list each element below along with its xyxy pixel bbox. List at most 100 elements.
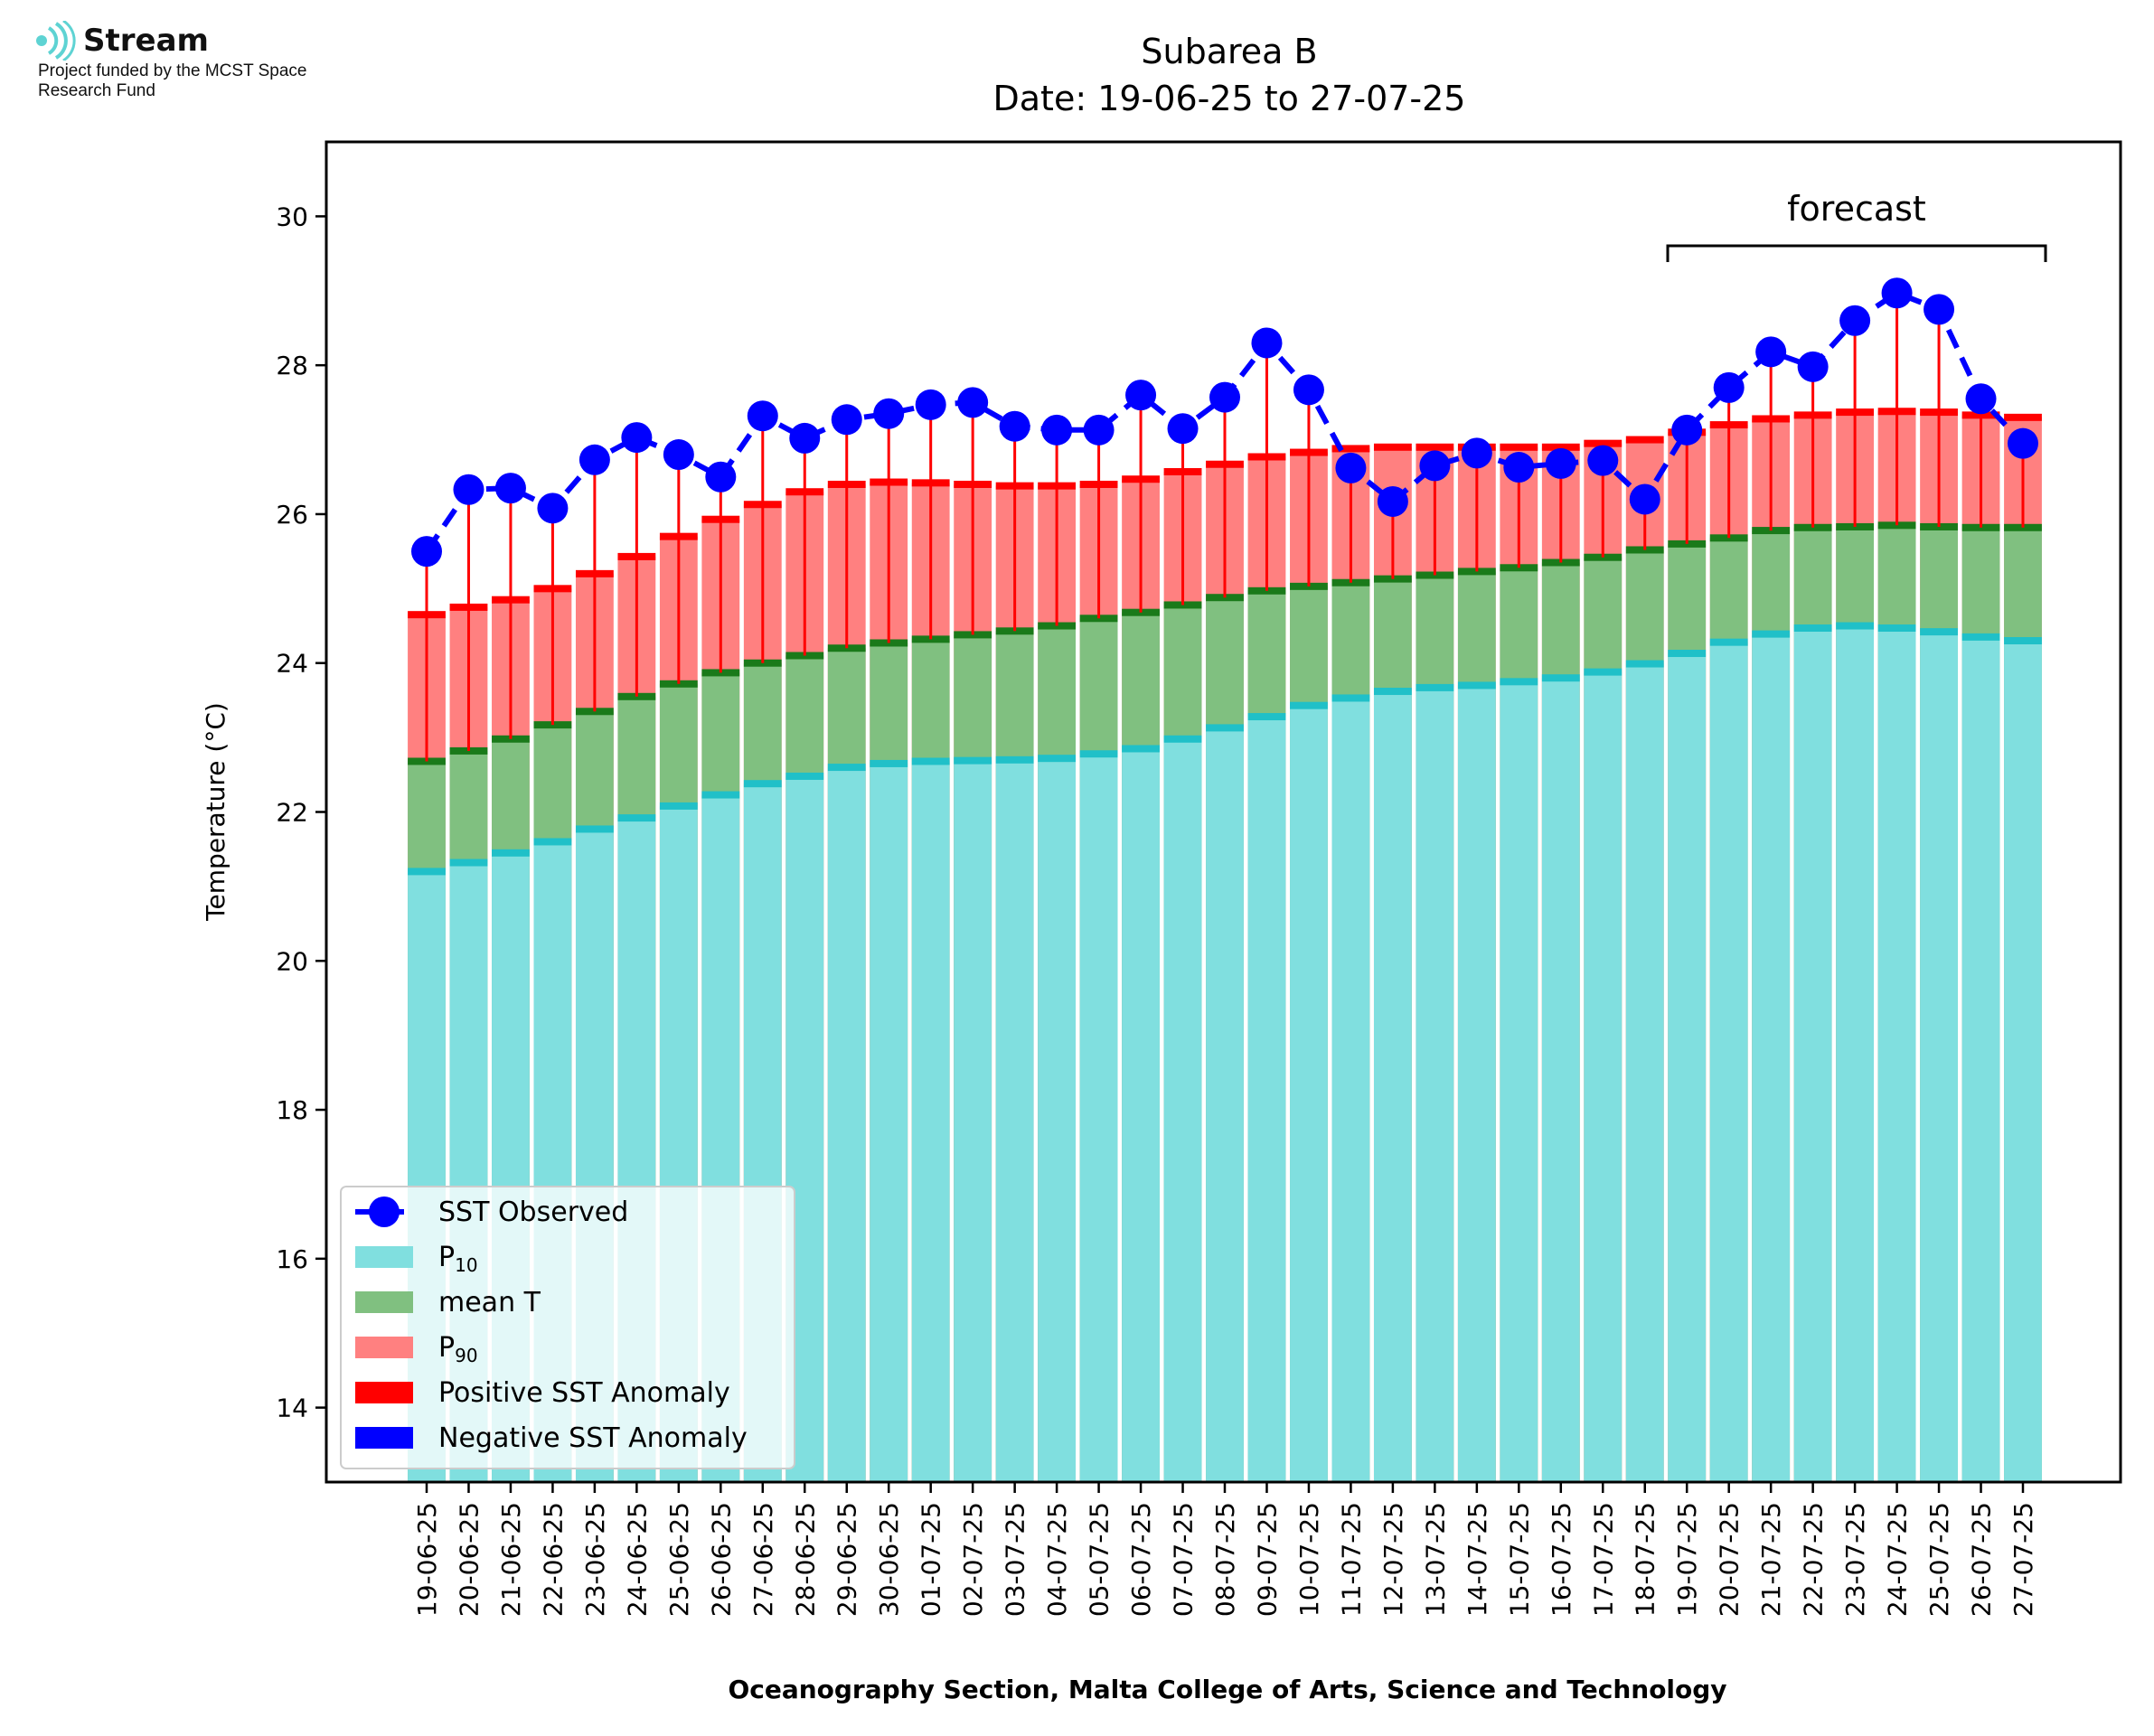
bar-p90-cap xyxy=(2004,413,2042,421)
observed-point xyxy=(453,474,484,505)
anomaly-layer xyxy=(425,293,2025,762)
y-axis: 14 16 18 20 22 24 26 28 30 xyxy=(276,202,326,1423)
observed-point xyxy=(1545,447,1576,479)
x-tick-label: 07-07-25 xyxy=(1169,1502,1199,1617)
bar-p10-cap xyxy=(743,780,782,788)
bar-p10-cap xyxy=(2004,637,2042,645)
bar-p10 xyxy=(827,767,866,1482)
bar-p10-cap xyxy=(1961,633,2000,641)
logo-name: Stream xyxy=(83,23,209,59)
observed-point xyxy=(789,422,821,454)
x-tick-label: 23-07-25 xyxy=(1840,1502,1870,1617)
observed-point xyxy=(1839,305,1871,336)
observed-point xyxy=(1209,381,1240,413)
chart-subtitle: Date: 19-06-25 to 27-07-25 xyxy=(993,79,1466,118)
y-tick-label: 28 xyxy=(276,351,308,380)
observed-point xyxy=(1251,327,1283,359)
observed-point xyxy=(1965,383,1997,415)
bar-p10 xyxy=(1877,627,1916,1482)
stream-waves-icon xyxy=(36,21,76,61)
x-tick-label: 21-07-25 xyxy=(1756,1502,1786,1617)
observed-point xyxy=(1419,450,1451,482)
x-tick-label: 09-07-25 xyxy=(1252,1502,1282,1617)
bar-p10-cap xyxy=(785,772,824,780)
y-tick-label: 24 xyxy=(276,649,308,679)
bar-p10-cap xyxy=(1163,735,1202,743)
bar-p10-cap xyxy=(870,759,908,767)
bar-p10-cap xyxy=(954,756,992,765)
bar-p10-cap xyxy=(1331,694,1370,702)
legend-swatch xyxy=(355,1246,413,1268)
x-tick-label: 19-06-25 xyxy=(412,1502,442,1617)
x-tick-label: 14-07-25 xyxy=(1463,1502,1492,1617)
forecast-label: forecast xyxy=(1787,189,1926,229)
observed-point xyxy=(1881,277,1913,309)
observed-point xyxy=(663,439,694,471)
legend-swatch xyxy=(355,1337,413,1358)
bar-p90-cap xyxy=(1331,445,1370,453)
bar-p10 xyxy=(1206,727,1244,1482)
x-tick-label: 18-07-25 xyxy=(1631,1502,1660,1617)
x-tick-label: 24-07-25 xyxy=(1883,1502,1913,1617)
stream-logo: Stream Project funded by the MCST Space … xyxy=(33,20,412,101)
bar-p10-cap xyxy=(533,838,572,846)
observed-layer xyxy=(411,277,2038,568)
observed-point xyxy=(494,473,526,504)
bar-p10-cap xyxy=(1920,628,1958,636)
bar-p10 xyxy=(1793,627,1832,1482)
x-tick-label: 17-07-25 xyxy=(1588,1502,1618,1617)
legend-label: P10 xyxy=(438,1242,478,1276)
observed-point xyxy=(999,410,1030,442)
bar-p10 xyxy=(1122,748,1160,1482)
x-tick-label: 27-06-25 xyxy=(748,1502,778,1617)
observed-point xyxy=(1335,452,1367,483)
observed-point xyxy=(1797,351,1829,382)
x-tick-label: 29-06-25 xyxy=(832,1502,862,1617)
bar-p10-cap xyxy=(1206,724,1244,732)
bar-p10-cap xyxy=(1584,668,1623,676)
bar-p10-cap xyxy=(1836,622,1875,630)
x-tick-label: 25-06-25 xyxy=(664,1502,694,1617)
x-tick-label: 16-07-25 xyxy=(1547,1502,1576,1617)
bar-p90-cap xyxy=(1625,436,1664,444)
observed-point xyxy=(1083,414,1115,446)
bar-p10-cap xyxy=(1457,681,1496,690)
bar-p10-cap xyxy=(1709,638,1748,646)
y-tick-label: 20 xyxy=(276,946,308,976)
bar-p10 xyxy=(1920,632,1958,1482)
legend-swatch-negative xyxy=(355,1427,413,1449)
legend-label: SST Observed xyxy=(438,1196,628,1228)
x-tick-label: 08-07-25 xyxy=(1210,1502,1240,1617)
observed-point xyxy=(873,398,905,429)
bar-p10-cap xyxy=(1752,630,1791,638)
x-tick-label: 19-07-25 xyxy=(1672,1502,1702,1617)
x-tick-label: 15-07-25 xyxy=(1504,1502,1534,1617)
bar-p10 xyxy=(1331,698,1370,1482)
legend-marker-observed xyxy=(369,1196,400,1227)
observed-point xyxy=(1125,380,1157,411)
y-tick-label: 14 xyxy=(276,1393,308,1423)
observed-point xyxy=(1167,413,1199,445)
x-axis-label: Oceanography Section, Malta College of A… xyxy=(728,1675,1726,1704)
x-tick-label: 13-07-25 xyxy=(1420,1502,1450,1617)
y-tick-label: 16 xyxy=(276,1244,308,1274)
bar-p10 xyxy=(1668,653,1707,1482)
bar-p10 xyxy=(1752,633,1791,1482)
bar-p10-cap xyxy=(1625,660,1664,668)
legend-swatch-positive xyxy=(355,1382,413,1403)
bar-p10-cap xyxy=(575,825,614,833)
x-tick-label: 30-06-25 xyxy=(874,1502,904,1617)
forecast-bracket xyxy=(1666,244,2047,262)
x-tick-label: 23-06-25 xyxy=(580,1502,610,1617)
bar-p10-cap xyxy=(659,802,698,810)
bar-p10 xyxy=(870,763,908,1482)
x-tick-label: 20-06-25 xyxy=(454,1502,484,1617)
observed-point xyxy=(1041,414,1073,446)
bar-p10 xyxy=(1500,681,1538,1482)
bar-p10-cap xyxy=(1122,745,1160,753)
bar-p10-cap xyxy=(1877,624,1916,632)
bar-p10-cap xyxy=(1793,624,1832,632)
observed-point xyxy=(1587,445,1619,476)
bar-p10-cap xyxy=(1373,688,1412,696)
